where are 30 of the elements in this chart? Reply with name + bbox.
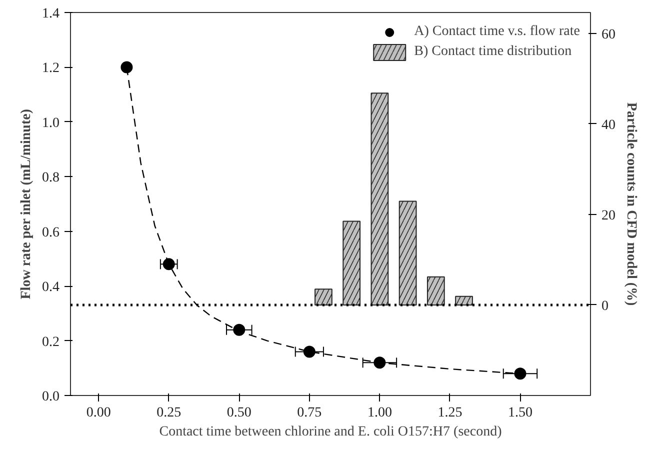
point [233, 324, 246, 336]
y-tick-label: 0.2 [42, 334, 60, 350]
y-tick-label: 1.4 [42, 6, 60, 22]
y2-tick-label: 20 [602, 208, 616, 224]
x-tick-label: 0.50 [226, 406, 252, 420]
point [374, 356, 386, 369]
y2-tick-label: 40 [602, 118, 616, 133]
x-axis-title: Contact time between chlorine and E. coli O157:H7 (second) [159, 424, 502, 440]
x-tick-label: 0.00 [86, 406, 111, 420]
x-tick-label: 0.25 [156, 406, 182, 420]
y-tick-label: 1.2 [42, 61, 60, 76]
y2-tick-label: 60 [602, 27, 616, 42]
y-tick-label: 0.4 [42, 280, 60, 296]
x-tick-label: 0.75 [297, 406, 322, 420]
y-axis-title: Flow rate per inlet (mL/minute) [19, 108, 34, 300]
legend-label: B) Contact time distribution [414, 44, 572, 60]
y-tick-label: 0.8 [42, 170, 60, 186]
point [120, 61, 133, 74]
y-tick-label: 0.6 [42, 225, 60, 240]
x-tick-label: 1.00 [367, 406, 392, 420]
x-tick-label: 1.25 [438, 406, 462, 420]
y2-axis-title: Particle counts in CFD model (%) [624, 102, 638, 306]
point [162, 258, 175, 270]
point [303, 346, 316, 358]
legend-label: A) Contact time v.s. flow rate [414, 24, 580, 40]
point [514, 368, 526, 380]
y-tick-label: 0.0 [42, 390, 60, 404]
y-tick-label: 1.0 [42, 116, 60, 131]
x-tick-label: 1.50 [508, 406, 532, 420]
y2-tick-label: 0 [602, 298, 608, 314]
